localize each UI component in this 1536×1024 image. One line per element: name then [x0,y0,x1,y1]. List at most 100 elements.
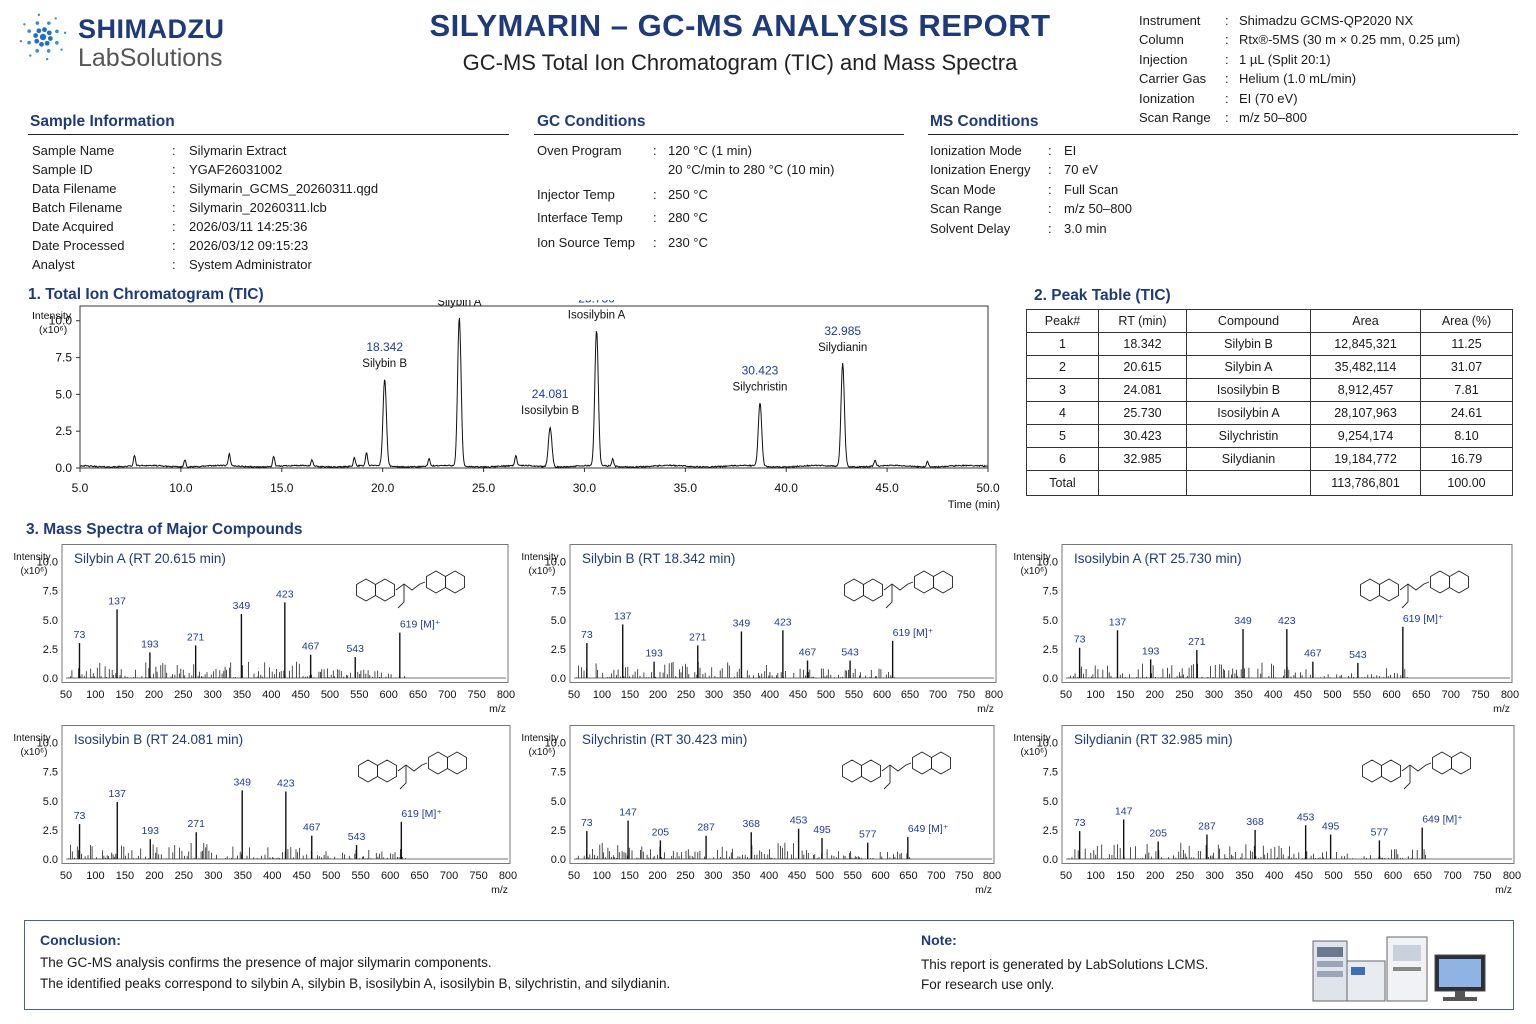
spectrum-peak-label: 543 [348,831,366,843]
spectrum-title: Silybin B (RT 18.342 min) [582,551,735,566]
spectrum-title: Isosilybin A (RT 25.730 min) [1074,551,1242,566]
spectrum-xtick-label: 700 [1443,870,1461,882]
spectrum-xlabel: m/z [1495,884,1512,896]
kv-value: 70 eV [1064,162,1098,178]
spectrum-xlabel: m/z [489,703,506,715]
spectrum-xtick-label: 400 [760,870,778,882]
conclusion-box: Conclusion: The GC-MS analysis confirms … [24,920,1514,1010]
shimadzu-logo-icon [19,13,67,61]
spectrum-xtick-label: 200 [649,689,667,701]
table-cell: 9,254,174 [1310,424,1421,448]
spectrum-peak-label: 349 [233,600,251,612]
separator: : [1048,201,1052,217]
tic-ytick-label: 7.5 [55,351,72,365]
spectrum-ytick-label: 5.0 [551,796,566,808]
kv-value: Silymarin Extract [189,143,287,158]
spectrum-minor-peaks [1068,842,1426,859]
spectrum-xtick-label: 600 [1384,870,1402,882]
spectrum-ytick-label: 5.0 [43,796,58,808]
spectrum-xtick-label: 100 [593,689,611,701]
table-row: 1 18.342 Silybin B 12,845,321 11.25 [1026,332,1513,356]
spectrum-peak-label: 453 [1297,811,1315,823]
spectrum-xtick-label: 750 [467,689,485,701]
spectrum-peak-label: 205 [1149,828,1167,840]
logo-subtitle: LabSolutions [78,44,223,72]
separator: : [1225,71,1229,87]
kv-label: Analyst [32,257,75,272]
gc-conditions-divider [534,134,904,135]
spectrum-xtick-label: 50 [1060,870,1072,882]
spectrum-peak-label: 137 [108,595,126,607]
table-cell: 1 [1026,332,1099,356]
kv-value: Silymarin_GCMS_20260311.qgd [189,181,379,196]
kv-label: Column [1139,32,1184,48]
spectrum-xtick-label: 650 [899,870,917,882]
kv-value: 250 °C [668,187,708,202]
spectrum-ylabel: Intensity [521,733,558,744]
kv-label: Sample ID [32,162,93,177]
separator: : [1225,51,1229,67]
spectrum-ytick-label: 7.5 [43,767,58,779]
spectrum-peak-label: 649 [M]⁺ [908,823,949,835]
conclusion-line-2: The identified peaks correspond to silyb… [40,976,671,991]
spectrum-xtick-label: 450 [1295,870,1313,882]
table-cell: Silybin B [1186,332,1311,356]
kv-label: Ionization Mode [930,143,1022,158]
kv-label: Batch Filename [32,200,123,215]
table-row: 4 25.730 Isosilybin A 28,107,963 24.61 [1026,401,1513,425]
ms-conditions-divider [928,134,1518,135]
separator: : [172,143,176,158]
spectrum-ytick-label: 5.0 [551,615,566,627]
spectrum-xtick-label: 750 [955,870,973,882]
spectrum-ytick-label: 7.5 [1043,586,1058,598]
spectrum-peak-label: 73 [74,810,86,822]
total-label: Total [1026,470,1099,496]
spectrum-xtick-label: 400 [1264,689,1282,701]
spectrum-ylabel: Intensity [1013,733,1050,744]
spectrum-xtick-label: 600 [873,689,891,701]
kv-value: m/z 50–800 [1239,110,1307,125]
spectrum-xtick-label: 750 [957,689,975,701]
spectrum-peak-label: 349 [733,617,751,629]
spectrum-xtick-label: 250 [677,689,695,701]
tic-plot-frame [79,305,989,469]
logo-dots [19,13,67,61]
kv-label: Instrument [1139,13,1201,28]
table-cell: 32.985 [1098,447,1187,471]
table-cell: 24.61 [1420,401,1513,425]
tic-peak-name-label: Isosilybin A [568,310,626,322]
table-cell: 12,845,321 [1310,332,1421,356]
spectra-section-title: 3. Mass Spectra of Major Compounds [26,521,303,538]
tic-xtick-label: 5.0 [72,481,89,495]
spectrum-xtick-label: 700 [438,689,456,701]
spectrum-xtick-label: 250 [1176,870,1194,882]
spectrum-xtick-label: 800 [985,689,1003,701]
kv-value: 3.0 min [1064,220,1107,236]
spectrum-peak-label: 495 [1322,821,1340,833]
table-cell: 8,912,457 [1310,378,1421,402]
spectrum-peak-label: 453 [790,815,808,827]
spectrum-peak-label: 543 [1349,649,1367,661]
spectrum-minor-peaks [1068,662,1408,678]
spectrum-ylabel: Intensity [1013,552,1050,563]
spectrum-peak-label: 368 [1246,816,1264,828]
spectrum-ylabel-unit: (x10⁶) [529,566,556,577]
separator: : [653,187,657,202]
spectrum-ytick-label: 10.0 [1037,557,1058,569]
spectrum-ytick-label: 5.0 [43,615,58,627]
spectrum-xtick-label: 350 [1234,689,1252,701]
separator: : [172,238,176,253]
spectrum-ytick-label: 7.5 [551,767,566,779]
spectrum-xtick-label: 400 [262,689,280,701]
spectrum-peak-label: 649 [M]⁺ [1422,814,1463,826]
table-row: 2 20.615 Silybin A 35,482,114 31.07 [1026,355,1513,379]
spectrum-xtick-label: 350 [1235,870,1253,882]
spectrum-xtick-label: 50 [568,870,580,882]
peak-table: Peak# RT (min) Compound Area Area (%) 1 18.34… [1026,309,1513,496]
spectrum-xtick-label: 50 [1060,689,1072,701]
table-cell: 3 [1026,378,1099,402]
spectrum-peak-label: 368 [742,818,760,830]
spectrum-xtick-label: 100 [1086,689,1104,701]
spectrum-xtick-label: 350 [233,689,251,701]
gc-oven-label: Oven Program [537,143,622,158]
